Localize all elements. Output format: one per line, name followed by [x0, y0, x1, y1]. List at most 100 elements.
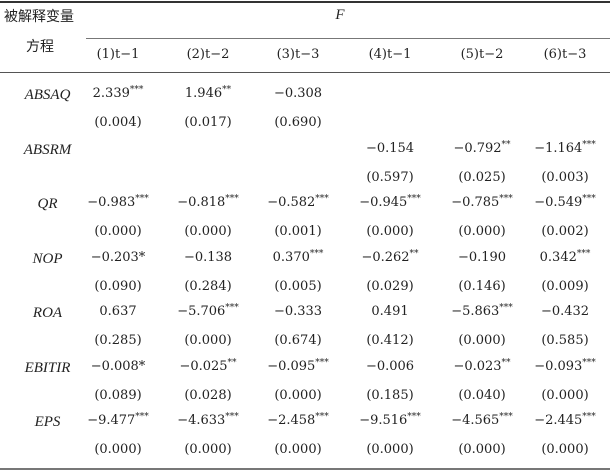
- coefficient-cell: 1.946**: [163, 84, 253, 104]
- coefficient-value: −0.983: [87, 195, 136, 210]
- coefficient-value: −0.792: [453, 140, 502, 156]
- top-rule: [0, 1, 610, 3]
- p-value-cell: (0.285): [94, 333, 142, 348]
- coefficient-cell: −0.190: [437, 248, 527, 268]
- p-value-cell: (0.000): [366, 442, 414, 457]
- p-value-cell: (0.040): [458, 387, 506, 403]
- coefficient-value: −0.093: [534, 358, 583, 374]
- p-value-cell: (0.412): [366, 333, 414, 348]
- significance-stars: ***: [315, 357, 329, 368]
- p-value-cell: (0.017): [184, 115, 232, 130]
- p-value-cell: (0.009): [541, 278, 589, 294]
- p-value-cell: (0.090): [94, 278, 142, 294]
- coefficient-value: −0.308: [273, 86, 323, 101]
- coefficient-cell: −0.308: [253, 84, 343, 104]
- coefficient-value: −0.006: [365, 358, 415, 374]
- coefficient-cell: −1.164***: [520, 139, 610, 159]
- p-value-cell: (0.185): [366, 387, 414, 403]
- header-rule: [0, 72, 610, 73]
- coefficient-value: 1.946: [184, 86, 223, 101]
- significance-stars: *: [138, 249, 146, 265]
- coefficient-cell: −0.785***: [437, 193, 527, 213]
- coefficient-cell: −5.863***: [437, 302, 527, 322]
- significance-stars: **: [501, 357, 511, 368]
- coefficient-cell: 0.491: [345, 302, 435, 322]
- coefficient-cell: 2.339***: [73, 84, 163, 104]
- significance-stars: ***: [129, 85, 144, 95]
- coefficient-cell: −0.818***: [163, 193, 253, 213]
- coefficient-value: −4.633: [177, 413, 226, 428]
- coefficient-value: −4.565: [451, 413, 500, 428]
- coefficient-cell: −4.633***: [163, 411, 253, 431]
- p-value-cell: (0.000): [458, 333, 506, 348]
- coefficient-cell: −0.023**: [437, 357, 527, 377]
- row-label-line2: 方程: [26, 39, 54, 55]
- coefficient-cell: −0.093***: [520, 357, 610, 377]
- significance-stars: ***: [582, 412, 596, 422]
- coefficient-value: −2.445: [534, 413, 583, 428]
- group-underline: [86, 38, 610, 39]
- coefficient-cell: 0.342***: [520, 248, 610, 268]
- significance-stars: ***: [582, 194, 596, 204]
- coefficient-value: 0.637: [99, 304, 137, 319]
- p-value-cell: (0.002): [541, 224, 589, 239]
- column-header: (2)t−2: [186, 47, 230, 62]
- p-value-cell: (0.284): [184, 278, 232, 294]
- p-value-cell: (0.000): [541, 387, 589, 403]
- coefficient-cell: −0.006: [345, 357, 435, 377]
- coefficient-cell: −0.203*: [73, 248, 163, 268]
- significance-stars: ***: [225, 194, 239, 204]
- coefficient-value: −9.477: [87, 413, 136, 428]
- coefficient-cell: −0.008*: [73, 357, 163, 377]
- p-value-cell: (0.025): [458, 169, 506, 185]
- coefficient-value: −0.432: [540, 304, 590, 319]
- variable-label: ABSRM: [23, 141, 72, 158]
- coefficient-value: −0.138: [183, 249, 233, 265]
- variable-label: EBITIR: [24, 359, 71, 376]
- significance-stars: ***: [582, 357, 596, 368]
- significance-stars: ***: [135, 412, 149, 422]
- coefficient-value: −2.458: [267, 413, 316, 428]
- coefficient-value: −0.154: [365, 140, 415, 156]
- coefficient-cell: −4.565***: [437, 411, 527, 431]
- variable-label: NOP: [32, 250, 63, 267]
- coefficient-cell: −0.549***: [520, 193, 610, 213]
- p-value-cell: (0.000): [184, 224, 232, 239]
- significance-stars: ***: [582, 139, 596, 150]
- coefficient-cell: −0.333: [253, 302, 343, 322]
- coefficient-value: −9.516: [359, 413, 408, 428]
- significance-stars: **: [227, 357, 237, 368]
- p-value-cell: (0.028): [184, 387, 232, 403]
- coefficient-cell: −0.432: [520, 302, 610, 322]
- coefficient-value: 0.370: [272, 249, 310, 265]
- significance-stars: ***: [225, 303, 239, 313]
- group-label: F: [335, 7, 345, 23]
- bottom-rule: [0, 468, 610, 470]
- p-value-cell: (0.089): [94, 387, 142, 403]
- coefficient-cell: −0.945***: [345, 193, 435, 213]
- p-value-cell: (0.674): [274, 333, 322, 348]
- p-value-cell: (0.029): [366, 278, 414, 294]
- coefficient-value: −0.549: [534, 195, 583, 210]
- coefficient-value: −5.863: [451, 304, 500, 319]
- p-value-cell: (0.001): [274, 224, 322, 239]
- variable-label: ROA: [32, 305, 63, 321]
- significance-stars: ***: [407, 194, 421, 204]
- coefficient-cell: −0.138: [163, 248, 253, 268]
- significance-stars: *: [138, 358, 146, 374]
- coefficient-value: −0.785: [451, 195, 500, 210]
- p-value-cell: (0.000): [458, 442, 506, 457]
- significance-stars: **: [409, 248, 419, 259]
- p-value-cell: (0.004): [94, 115, 142, 130]
- coefficient-cell: 0.637: [73, 302, 163, 322]
- p-value-cell: (0.000): [274, 442, 322, 457]
- column-header: (5)t−2: [460, 47, 504, 62]
- coefficient-value: −0.095: [267, 358, 316, 374]
- variable-label: EPS: [34, 414, 61, 430]
- coefficient-value: −5.706: [177, 304, 226, 319]
- column-header: (3)t−3: [276, 47, 320, 62]
- coefficient-cell: −0.262**: [345, 248, 435, 268]
- coefficient-cell: −2.458***: [253, 411, 343, 431]
- p-value-cell: (0.000): [458, 224, 506, 239]
- p-value-cell: (0.000): [541, 442, 589, 457]
